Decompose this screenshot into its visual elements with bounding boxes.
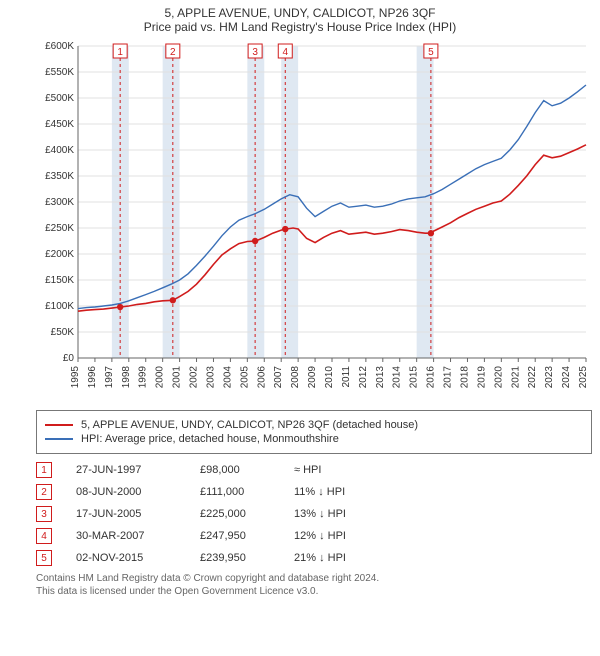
legend-label-1: 5, APPLE AVENUE, UNDY, CALDICOT, NP26 3Q… [81, 419, 418, 431]
svg-text:2005: 2005 [239, 366, 250, 389]
legend-line-1 [45, 424, 73, 426]
sale-row: 2 08-JUN-2000 £111,000 11% ↓ HPI [36, 484, 592, 500]
svg-text:2: 2 [170, 47, 176, 58]
sale-row: 1 27-JUN-1997 £98,000 ≈ HPI [36, 462, 592, 478]
svg-text:2022: 2022 [527, 366, 538, 389]
price-chart: £0 £50K £100K £150K £200K £250K £300K £350K £400… [36, 38, 596, 398]
attribution-line-2: This data is licensed under the Open Gov… [36, 585, 592, 598]
svg-text:1: 1 [117, 47, 123, 58]
sale-date: 08-JUN-2000 [76, 486, 176, 498]
legend-row-series-1: 5, APPLE AVENUE, UNDY, CALDICOT, NP26 3Q… [45, 419, 583, 431]
svg-text:2004: 2004 [222, 366, 233, 389]
sale-ratio: 11% ↓ HPI [294, 486, 364, 498]
svg-text:£0: £0 [63, 353, 75, 364]
svg-text:2014: 2014 [392, 366, 403, 389]
svg-text:2021: 2021 [510, 366, 521, 389]
svg-text:5: 5 [428, 47, 434, 58]
sale-row: 5 02-NOV-2015 £239,950 21% ↓ HPI [36, 550, 592, 566]
sale-marker: 1 [36, 462, 52, 478]
svg-text:£50K: £50K [51, 327, 75, 338]
svg-text:2008: 2008 [290, 366, 301, 389]
svg-text:£300K: £300K [45, 197, 74, 208]
sale-price: £225,000 [200, 508, 270, 520]
svg-text:2001: 2001 [172, 366, 183, 389]
svg-text:£500K: £500K [45, 93, 74, 104]
svg-text:£550K: £550K [45, 67, 74, 78]
svg-text:2000: 2000 [155, 366, 166, 389]
svg-text:£350K: £350K [45, 171, 74, 182]
sale-date: 02-NOV-2015 [76, 552, 176, 564]
svg-text:£450K: £450K [45, 119, 74, 130]
sale-row: 3 17-JUN-2005 £225,000 13% ↓ HPI [36, 506, 592, 522]
legend: 5, APPLE AVENUE, UNDY, CALDICOT, NP26 3Q… [36, 410, 592, 454]
sale-ratio: ≈ HPI [294, 464, 364, 476]
page-subtitle: Price paid vs. HM Land Registry's House … [0, 20, 600, 34]
sale-price: £111,000 [200, 486, 270, 498]
svg-text:4: 4 [282, 47, 288, 58]
sale-marker: 3 [36, 506, 52, 522]
sale-price: £239,950 [200, 552, 270, 564]
sale-date: 27-JUN-1997 [76, 464, 176, 476]
svg-text:2010: 2010 [324, 366, 335, 389]
svg-text:2020: 2020 [493, 366, 504, 389]
svg-text:2012: 2012 [358, 366, 369, 389]
sale-row: 4 30-MAR-2007 £247,950 12% ↓ HPI [36, 528, 592, 544]
legend-line-2 [45, 438, 73, 440]
svg-text:£600K: £600K [45, 41, 74, 52]
sale-price: £247,950 [200, 530, 270, 542]
svg-text:2023: 2023 [544, 366, 555, 389]
attribution-line-1: Contains HM Land Registry data © Crown c… [36, 572, 592, 585]
svg-text:1997: 1997 [104, 366, 115, 389]
svg-text:2016: 2016 [426, 366, 437, 389]
svg-text:£100K: £100K [45, 301, 74, 312]
sale-date: 17-JUN-2005 [76, 508, 176, 520]
attribution: Contains HM Land Registry data © Crown c… [36, 572, 592, 598]
chart-svg: £0 £50K £100K £150K £200K £250K £300K £350K £400… [36, 38, 596, 398]
svg-text:1998: 1998 [121, 366, 132, 389]
svg-text:1995: 1995 [70, 366, 81, 389]
svg-text:2002: 2002 [189, 366, 200, 389]
svg-text:2018: 2018 [459, 366, 470, 389]
svg-text:2013: 2013 [375, 366, 386, 389]
sale-ratio: 13% ↓ HPI [294, 508, 364, 520]
sale-marker: 2 [36, 484, 52, 500]
svg-text:2009: 2009 [307, 366, 318, 389]
sale-marker: 5 [36, 550, 52, 566]
svg-text:1999: 1999 [138, 366, 149, 389]
sale-ratio: 21% ↓ HPI [294, 552, 364, 564]
svg-text:2024: 2024 [561, 366, 572, 389]
svg-text:£150K: £150K [45, 275, 74, 286]
svg-text:2003: 2003 [205, 366, 216, 389]
svg-text:3: 3 [252, 47, 258, 58]
svg-text:2017: 2017 [443, 366, 454, 389]
legend-row-series-2: HPI: Average price, detached house, Monm… [45, 433, 583, 445]
sales-table: 1 27-JUN-1997 £98,000 ≈ HPI 2 08-JUN-2000 £111… [36, 462, 592, 566]
sale-date: 30-MAR-2007 [76, 530, 176, 542]
sale-ratio: 12% ↓ HPI [294, 530, 364, 542]
svg-text:2025: 2025 [578, 366, 589, 389]
sale-price: £98,000 [200, 464, 270, 476]
svg-text:2007: 2007 [273, 366, 284, 389]
svg-text:2011: 2011 [341, 366, 352, 388]
svg-text:2015: 2015 [409, 366, 420, 389]
svg-text:£400K: £400K [45, 145, 74, 156]
svg-text:2006: 2006 [256, 366, 267, 389]
legend-label-2: HPI: Average price, detached house, Monm… [81, 433, 339, 445]
svg-text:£200K: £200K [45, 249, 74, 260]
svg-text:1996: 1996 [87, 366, 98, 389]
sale-marker: 4 [36, 528, 52, 544]
page-title: 5, APPLE AVENUE, UNDY, CALDICOT, NP26 3Q… [0, 6, 600, 20]
svg-text:2019: 2019 [476, 366, 487, 389]
svg-text:£250K: £250K [45, 223, 74, 234]
